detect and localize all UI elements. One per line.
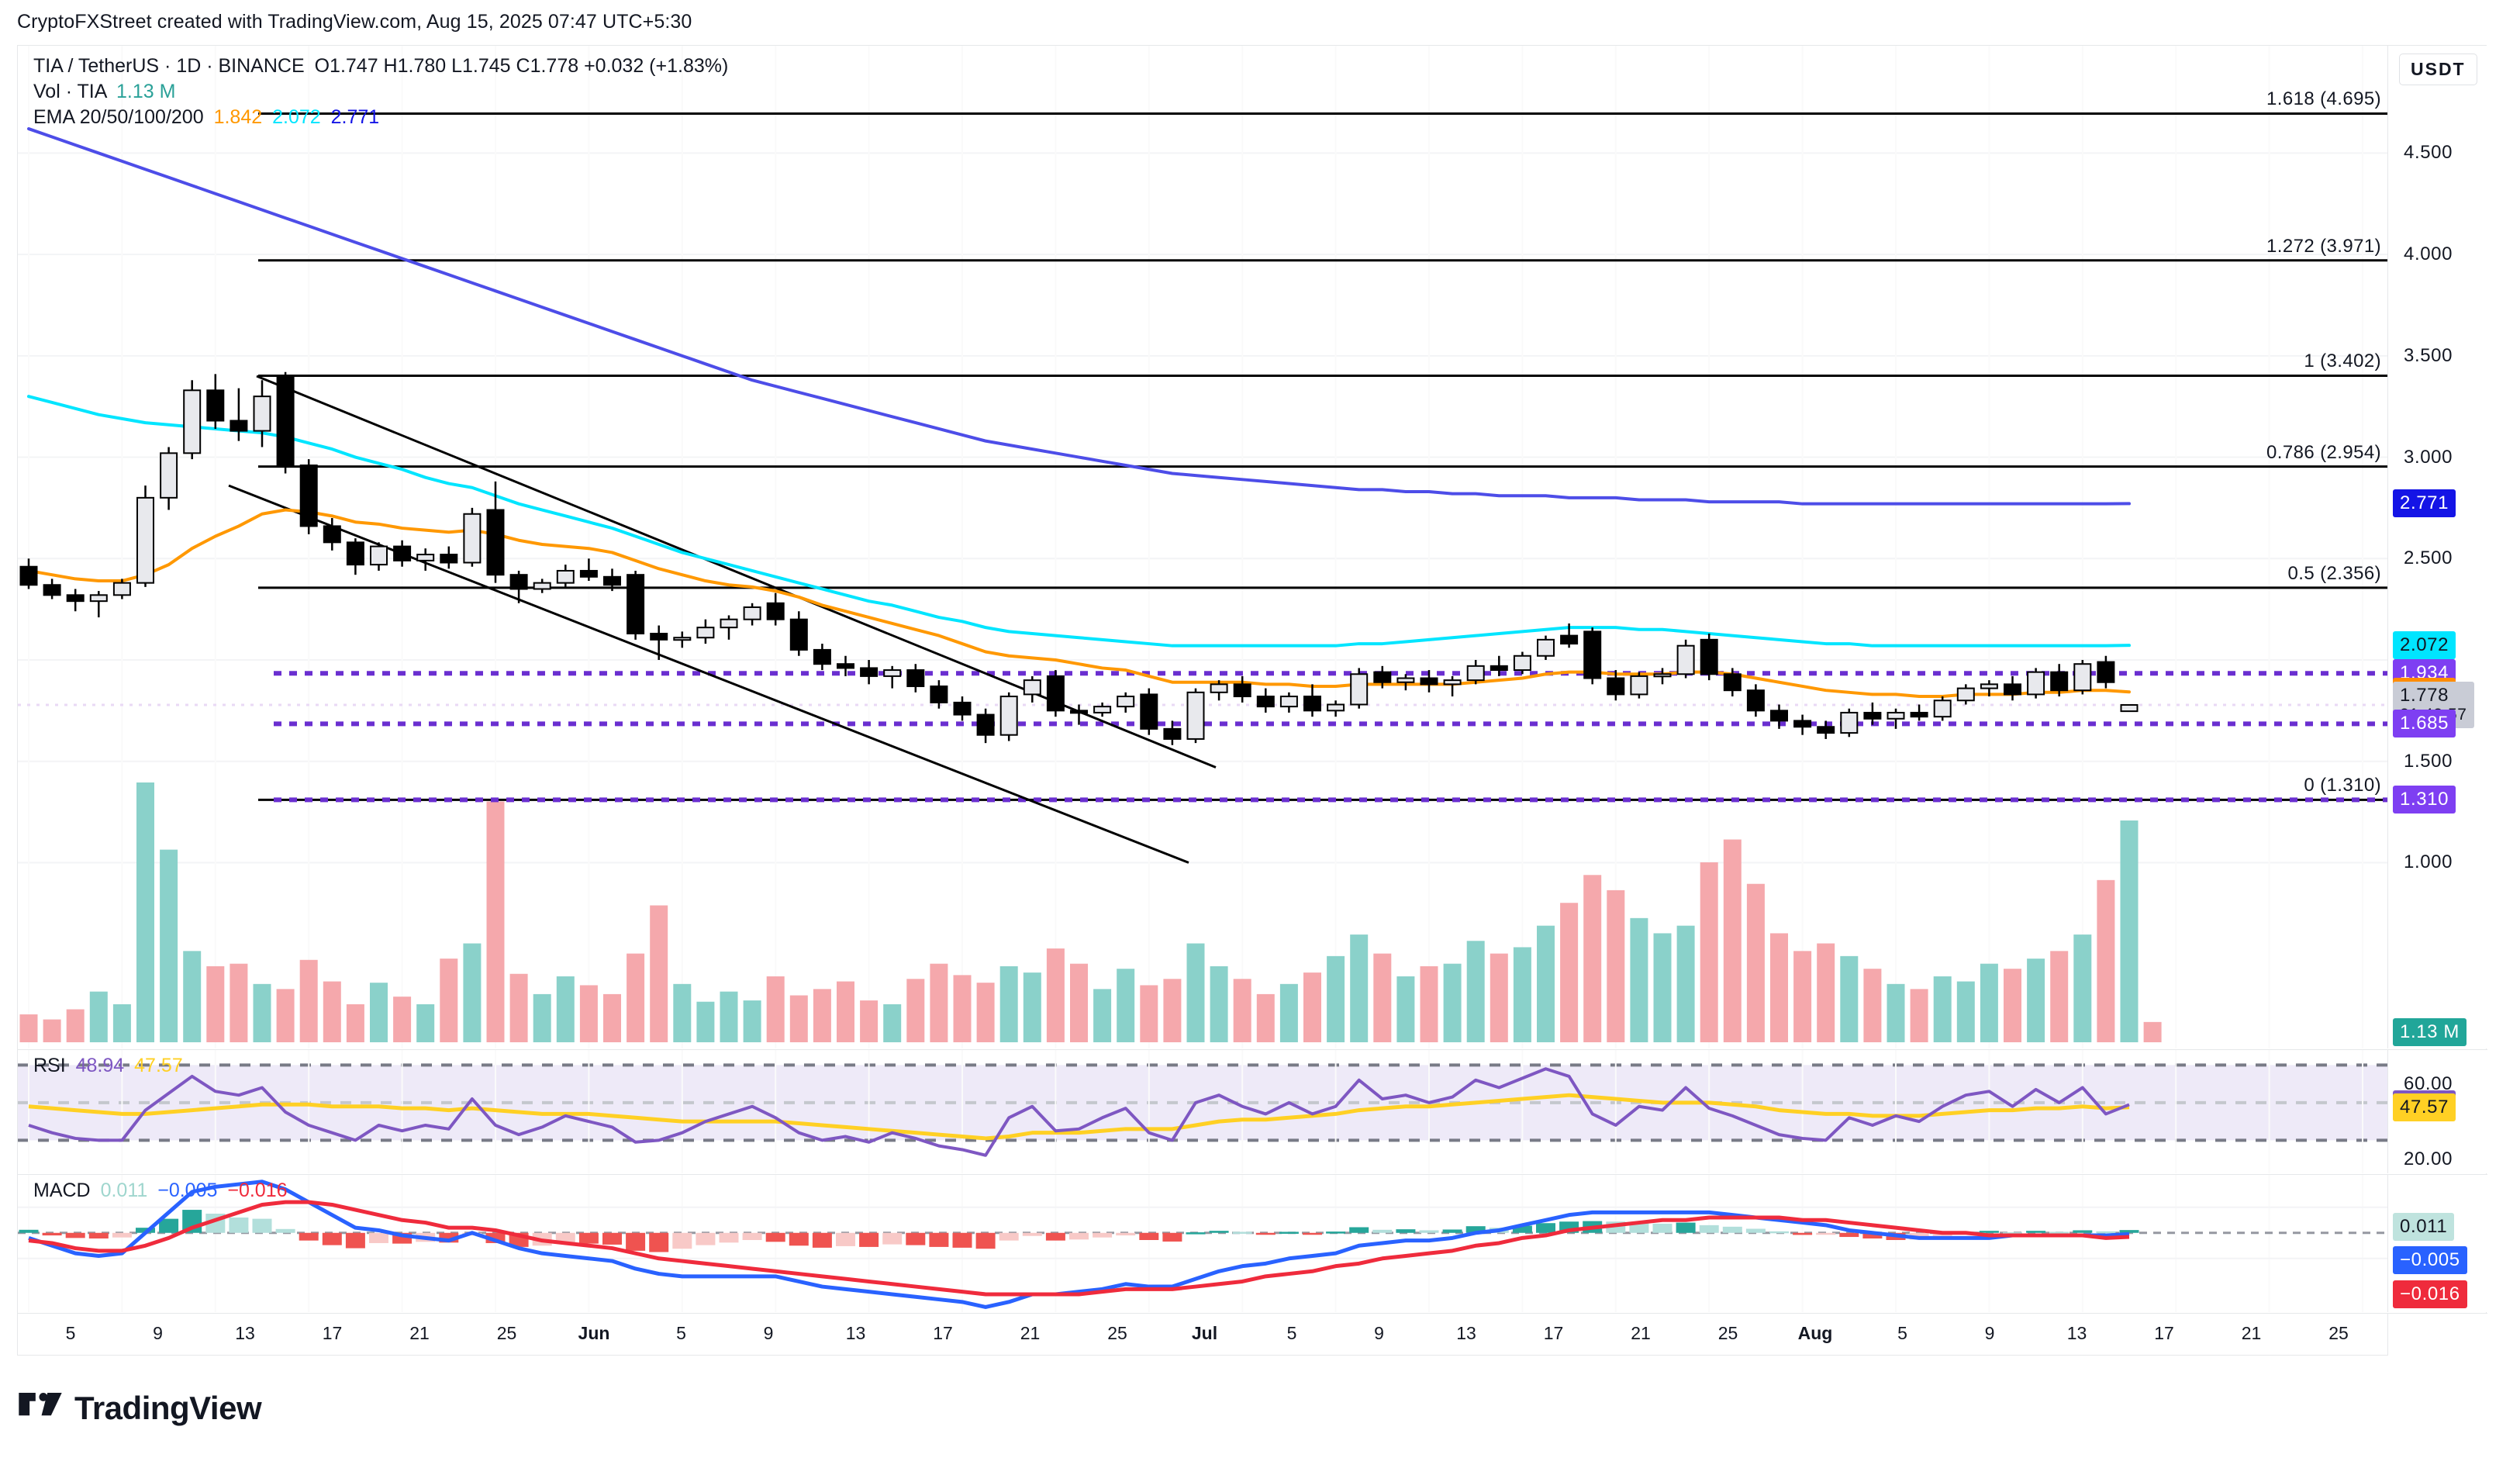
time-axis-scale-corner — [2387, 1314, 2487, 1356]
rsi-plot[interactable]: RSI 48.94 47.57 — [18, 1050, 2387, 1173]
fib-level-label-4: 0.5 (2.356) — [2287, 562, 2381, 584]
rsi-badge-47-57[interactable]: 47.57 — [2393, 1093, 2456, 1121]
time-label-7: 5 — [676, 1323, 686, 1343]
time-label-26: 25 — [2328, 1323, 2349, 1343]
macd-scale[interactable]: 0.100 0.011−0.005−0.016 — [2387, 1175, 2487, 1312]
time-label-3: 17 — [322, 1323, 343, 1343]
time-label-14: 5 — [1286, 1323, 1297, 1343]
time-label-20: Aug — [1797, 1323, 1833, 1343]
tradingview-logo[interactable]: TradingView — [19, 1390, 262, 1427]
time-label-8: 9 — [763, 1323, 774, 1343]
currency-label: USDT — [2399, 54, 2477, 85]
attribution-text: CryptoFXStreet created with TradingView.… — [17, 11, 692, 33]
time-label-2: 13 — [235, 1323, 255, 1343]
price-tick-3-500: 3.500 — [2404, 344, 2453, 366]
time-label-13: Jul — [1191, 1323, 1218, 1343]
price-plot[interactable]: 1.618 (4.695) 1.272 (3.971) 1 (3.402) 0.786… — [18, 46, 2387, 1048]
price-tick-4-000: 4.000 — [2404, 244, 2453, 265]
time-label-9: 13 — [845, 1323, 866, 1343]
price-tick-1-500: 1.500 — [2404, 750, 2453, 772]
fib-level-label-0: 1.618 (4.695) — [2266, 88, 2381, 110]
time-label-23: 13 — [2066, 1323, 2087, 1343]
price-badge-1-685[interactable]: 1.685 — [2393, 710, 2456, 738]
time-label-17: 17 — [1543, 1323, 1564, 1343]
time-label-10: 17 — [933, 1323, 953, 1343]
fib-level-label-5: 0 (1.310) — [2304, 775, 2381, 796]
rsi-chart-svg — [18, 1050, 2387, 1173]
macd-pane[interactable]: MACD 0.011 −0.005 −0.016 0.100 0.011−0.0… — [18, 1174, 2487, 1312]
fib-level-label-2: 1 (3.402) — [2304, 351, 2381, 372]
time-label-22: 9 — [1984, 1323, 1995, 1343]
time-label-16: 13 — [1456, 1323, 1476, 1343]
tradingview-mark-icon — [19, 1393, 62, 1416]
time-label-4: 21 — [409, 1323, 430, 1343]
price-badge-1-310[interactable]: 1.310 — [2393, 786, 2456, 814]
time-label-1: 9 — [153, 1323, 163, 1343]
fib-level-label-3: 0.786 (2.954) — [2266, 441, 2381, 463]
macd-chart-svg — [18, 1175, 2387, 1312]
time-label-11: 21 — [1020, 1323, 1041, 1343]
macd-badge-0[interactable]: 0.011 — [2393, 1213, 2455, 1242]
time-label-24: 17 — [2154, 1323, 2174, 1343]
price-pane[interactable]: 1.618 (4.695) 1.272 (3.971) 1 (3.402) 0.786… — [18, 46, 2487, 1048]
price-badge-2-072[interactable]: 2.072 — [2393, 631, 2456, 660]
time-label-25: 21 — [2241, 1323, 2262, 1343]
time-label-0: 5 — [65, 1323, 76, 1343]
tradingview-wordmark: TradingView — [74, 1390, 262, 1426]
macd-badge-2[interactable]: −0.016 — [2393, 1280, 2467, 1309]
macd-plot[interactable]: MACD 0.011 −0.005 −0.016 — [18, 1175, 2387, 1312]
price-scale[interactable]: USDT 4.5004.0003.5003.0002.5002.0001.500… — [2387, 46, 2487, 1048]
time-label-6: Jun — [578, 1323, 610, 1343]
time-axis-pane[interactable]: 5 9 13 17 21 25 Jun 5 9 13 17 21 25 Jul 5 9 13 17 21 25 Aug 5… — [18, 1313, 2487, 1356]
rsi-tick-60-00: 60.00 — [2404, 1073, 2453, 1094]
price-tick-1-000: 1.000 — [2404, 851, 2453, 873]
price-tick-2-500: 2.500 — [2404, 548, 2453, 569]
price-tick-3-000: 3.000 — [2404, 446, 2453, 468]
time-label-5: 25 — [496, 1323, 517, 1343]
price-badge-2-771[interactable]: 2.771 — [2393, 489, 2456, 518]
volume-badge[interactable]: 1.13 M — [2393, 1018, 2466, 1046]
fib-level-label-1: 1.272 (3.971) — [2266, 235, 2381, 257]
chart-frame: 1.618 (4.695) 1.272 (3.971) 1 (3.402) 0.786… — [17, 45, 2487, 1356]
time-label-18: 21 — [1631, 1323, 1651, 1343]
time-label-21: 5 — [1897, 1323, 1907, 1343]
time-label-19: 25 — [1717, 1323, 1738, 1343]
time-axis-plot: 5 9 13 17 21 25 Jun 5 9 13 17 21 25 Jul 5 9 13 17 21 25 Aug 5… — [18, 1314, 2387, 1356]
time-label-15: 9 — [1374, 1323, 1384, 1343]
price-tick-4-500: 4.500 — [2404, 142, 2453, 164]
rsi-tick-20-00: 20.00 — [2404, 1148, 2453, 1169]
macd-badge-1[interactable]: −0.005 — [2393, 1246, 2467, 1275]
time-label-12: 25 — [1107, 1323, 1127, 1343]
price-chart-svg — [18, 46, 2387, 1048]
